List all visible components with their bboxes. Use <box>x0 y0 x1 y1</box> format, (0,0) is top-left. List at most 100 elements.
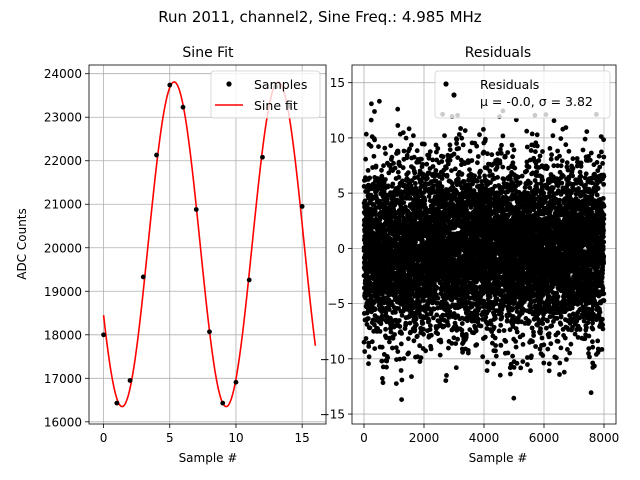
residual-point <box>493 316 498 321</box>
residual-point <box>421 331 426 337</box>
residual-point <box>439 184 445 190</box>
sine-fit-line <box>102 81 317 408</box>
residual-point <box>482 334 488 340</box>
residual-point <box>428 346 434 352</box>
residual-point <box>367 325 373 331</box>
residual-point <box>463 332 469 337</box>
sample-point <box>246 277 252 283</box>
residual-point <box>459 321 465 326</box>
sine-fit-y-ticks: 1600017000180001900020000210002200023000… <box>44 67 89 429</box>
residual-point <box>369 101 374 107</box>
residual-point <box>485 359 490 365</box>
sine-fit-y-axis-label: ADC Counts <box>15 208 29 280</box>
residual-point <box>478 168 483 174</box>
residual-point <box>443 378 449 383</box>
residual-point <box>406 336 411 342</box>
residual-point <box>427 149 433 155</box>
residual-point <box>414 333 420 339</box>
residual-point <box>377 98 382 104</box>
residual-point <box>383 151 388 157</box>
residual-point <box>447 147 453 153</box>
sample-point <box>101 332 106 338</box>
residual-point <box>408 142 414 148</box>
residual-point <box>365 168 371 173</box>
residual-point <box>397 324 403 329</box>
sample-point <box>154 152 159 158</box>
residual-point <box>380 376 385 381</box>
sample-point <box>127 378 133 383</box>
residual-point <box>380 380 386 386</box>
sine-fit-x-axis-label: Sample # <box>179 451 238 465</box>
residual-point <box>414 148 420 154</box>
residual-point <box>372 306 378 312</box>
sample-point <box>114 400 120 406</box>
residual-point <box>419 156 424 162</box>
residual-point <box>439 159 445 164</box>
residual-point <box>413 181 418 186</box>
sample-point <box>193 207 199 212</box>
residual-point <box>508 371 513 377</box>
residual-point <box>412 170 418 176</box>
sine-fit-x-ticks: 0 5 10 15 <box>100 424 310 445</box>
residual-point <box>400 130 406 136</box>
residual-point <box>456 146 462 151</box>
residual-point <box>505 150 511 155</box>
sine-fit-grid <box>89 65 326 424</box>
residual-point <box>444 373 449 378</box>
y-tick-label: 22000 <box>44 154 82 168</box>
sine-fit-sample-layer <box>101 82 305 406</box>
residual-point <box>478 323 484 329</box>
y-tick-label: 19000 <box>44 285 82 299</box>
y-tick-label: 20000 <box>44 241 82 255</box>
residual-point <box>361 339 367 345</box>
residual-point <box>392 165 398 171</box>
residual-point <box>397 356 403 362</box>
residual-point <box>395 150 401 156</box>
sine-fit-curve-layer <box>102 81 317 408</box>
residual-point <box>474 178 480 184</box>
residual-point <box>373 212 379 218</box>
x-tick-label: 15 <box>295 431 310 445</box>
residual-point <box>400 165 406 171</box>
legend-samples-marker <box>226 81 232 87</box>
sample-point <box>233 379 239 385</box>
residual-point <box>493 343 498 348</box>
residuals-title: Residuals <box>465 45 531 61</box>
residual-point <box>401 356 407 361</box>
residual-point <box>412 327 418 333</box>
residual-point <box>379 313 385 319</box>
residual-point <box>366 361 371 367</box>
residual-point <box>474 143 480 149</box>
residual-point <box>491 361 496 367</box>
residual-point <box>447 309 453 314</box>
x-tick-label: 10 <box>228 431 243 445</box>
residual-point <box>500 164 506 170</box>
residual-point <box>388 143 394 149</box>
residual-point <box>480 354 486 360</box>
residual-point <box>418 355 424 361</box>
residual-point <box>497 160 503 166</box>
residual-point <box>362 198 368 204</box>
sample-point <box>220 400 226 406</box>
residual-point <box>381 163 386 169</box>
sample-point <box>299 204 305 209</box>
residual-point <box>363 131 369 137</box>
residual-point <box>442 133 447 139</box>
sample-point <box>140 274 146 280</box>
residual-point <box>375 315 380 320</box>
residual-point <box>505 350 511 356</box>
residual-point <box>406 350 411 356</box>
residual-point <box>425 175 430 181</box>
residual-point <box>399 397 404 402</box>
residual-point <box>473 328 479 334</box>
residual-point <box>421 298 427 303</box>
residual-point <box>411 338 417 344</box>
residual-point <box>396 174 402 180</box>
residual-point <box>393 381 399 386</box>
residual-point <box>502 154 508 160</box>
sample-point <box>207 329 212 335</box>
residual-point <box>403 135 409 141</box>
residual-point <box>365 189 371 194</box>
residual-point <box>384 364 389 370</box>
